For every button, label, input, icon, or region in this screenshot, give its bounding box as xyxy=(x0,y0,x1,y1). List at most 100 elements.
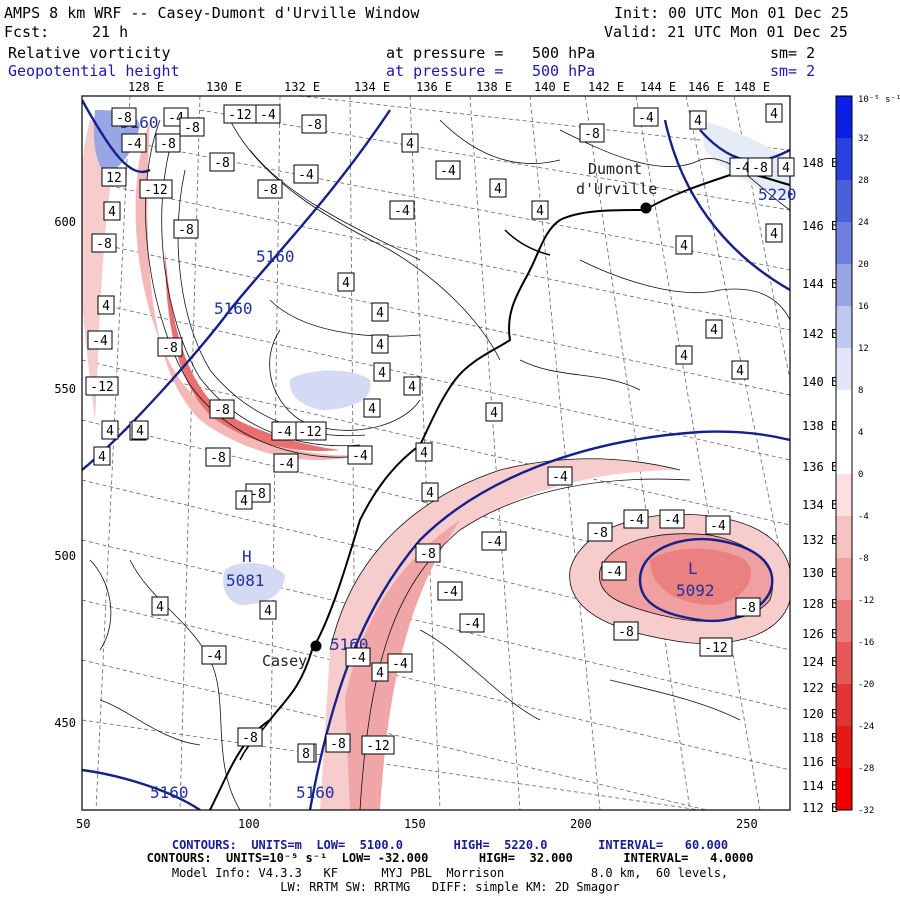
top-lon-label: 128 E xyxy=(128,80,164,94)
svg-text:-8: -8 xyxy=(330,737,346,752)
svg-text:-4: -4 xyxy=(206,649,222,664)
svg-text:-4: -4 xyxy=(552,470,568,485)
svg-text:-4: -4 xyxy=(352,449,368,464)
vorticity-contour-label: 4 xyxy=(363,398,381,418)
svg-text:4: 4 xyxy=(770,227,778,242)
vorticity-contour-label: 4 xyxy=(777,157,795,177)
vorticity-contour-label: 4 xyxy=(235,490,253,510)
dumont-durville-label-line2: d'Urville xyxy=(576,180,657,198)
right-lon-label: 126 E xyxy=(802,627,838,641)
colorbar-tick-label: -32 xyxy=(858,806,874,816)
vorticity-contour-label: -12 xyxy=(293,421,327,441)
svg-text:4: 4 xyxy=(694,114,702,129)
svg-text:4: 4 xyxy=(240,494,248,509)
right-lon-label: 134 E xyxy=(802,498,838,512)
y-tick: 550 xyxy=(54,382,76,396)
vorticity-contour-label: 4 xyxy=(373,362,391,382)
x-tick: 250 xyxy=(736,817,758,831)
right-lon-label: 144 E xyxy=(802,277,838,291)
colorbar-labels: 32 28 24 20 16 12 8 4 0 -4 -8 -12 -16 -20 -24 -28 -32 xyxy=(858,134,874,816)
forecast-hour: 21 h xyxy=(92,23,129,41)
right-longitude-axis: 148 E 146 E 144 E 142 E 140 E 138 E 136 … xyxy=(802,156,838,815)
right-lon-label: 128 E xyxy=(802,597,838,611)
colorbar-swatch xyxy=(836,432,852,475)
right-lon-label: 112 E xyxy=(802,801,838,815)
colorbar-swatch xyxy=(836,558,852,601)
field-2-pressure: 500 hPa xyxy=(532,62,596,80)
svg-text:-4: -4 xyxy=(734,161,750,176)
svg-text:4: 4 xyxy=(102,299,110,314)
vorticity-contour-label: -8 xyxy=(209,399,235,419)
vorticity-contour-label: -8 xyxy=(173,219,199,239)
vorticity-contour-label: 4 xyxy=(765,223,783,243)
svg-text:-4: -4 xyxy=(276,425,292,440)
vorticity-contour-label: 4 xyxy=(97,295,115,315)
svg-text:-8: -8 xyxy=(250,487,266,502)
vorticity-contour-label: -4 xyxy=(659,509,685,529)
svg-text:4: 4 xyxy=(736,364,744,379)
vorticity-contour-label: -8 xyxy=(155,133,181,153)
vorticity-contour-label: 4 xyxy=(337,272,355,292)
svg-text:4: 4 xyxy=(406,137,414,152)
svg-text:4: 4 xyxy=(710,323,718,338)
vorticity-contour-label: -4 xyxy=(345,647,371,667)
svg-text:4: 4 xyxy=(680,239,688,254)
svg-text:-4: -4 xyxy=(350,651,366,666)
svg-text:-8: -8 xyxy=(242,731,258,746)
height-label: 5160 xyxy=(150,783,189,802)
vorticity-contour-label: 4 xyxy=(421,482,439,502)
svg-text:-4: -4 xyxy=(638,111,654,126)
right-lon-label: 146 E xyxy=(802,219,838,233)
svg-text:-8: -8 xyxy=(420,547,436,562)
colorbar-tick-label: 32 xyxy=(858,134,869,144)
vorticity-contour-label: 12 xyxy=(101,167,127,187)
top-lon-label: 148 E xyxy=(734,80,770,94)
vorticity-contour-label: 4 xyxy=(259,600,277,620)
colorbar xyxy=(836,96,852,811)
right-lon-label: 138 E xyxy=(802,419,838,433)
vorticity-contour-label: 4 xyxy=(689,110,707,130)
svg-text:4: 4 xyxy=(536,204,544,219)
vorticity-contour-label: 4 xyxy=(731,360,749,380)
vorticity-contour-label: 4 xyxy=(415,442,433,462)
vorticity-contour-label: -8 xyxy=(613,621,639,641)
x-tick: 100 xyxy=(238,817,260,831)
vorticity-contour-label: -4 xyxy=(459,613,485,633)
colorbar-swatch xyxy=(836,642,852,685)
footer-model-info: Model Info: V4.3.3 KF MYJ PBL Morrison 8… xyxy=(171,866,729,880)
colorbar-tick-label: 24 xyxy=(858,218,869,228)
right-lon-label: 140 E xyxy=(802,375,838,389)
x-tick: 150 xyxy=(404,817,426,831)
svg-text:4: 4 xyxy=(264,604,272,619)
svg-text:4: 4 xyxy=(490,406,498,421)
vorticity-contour-label: -8 xyxy=(301,114,327,134)
vorticity-contour-label: 4 xyxy=(151,596,169,616)
vorticity-contour-label: -8 xyxy=(111,107,137,127)
footer-vorticity-contours: CONTOURS: UNITS=10⁻⁵ s⁻¹ LOW= -32.000 HI… xyxy=(146,851,754,865)
vorticity-contour-label: 4 xyxy=(531,200,549,220)
pressure-centers: H 5081 L 5092 xyxy=(226,547,715,600)
right-lon-label: 114 E xyxy=(802,779,838,793)
colorbar-tick-label: 16 xyxy=(858,302,869,312)
vorticity-contour-label: -4 xyxy=(121,133,147,153)
vorticity-contour-label: 4 xyxy=(131,420,149,440)
right-lon-label: 122 E xyxy=(802,681,838,695)
vorticity-contour-label: -4 xyxy=(387,653,413,673)
vorticity-contour-label: -8 xyxy=(157,337,183,357)
forecast-label: Fcst: xyxy=(4,23,50,41)
svg-text:-12: -12 xyxy=(704,641,727,656)
map-title: AMPS 8 km WRF -- Casey-Dumont d'Urville … xyxy=(4,4,420,22)
low-center-symbol: L xyxy=(688,559,698,578)
vorticity-contour-label: -4 xyxy=(273,453,299,473)
colorbar-tick-label: -20 xyxy=(858,680,874,690)
colorbar-swatch xyxy=(836,600,852,643)
svg-text:-8: -8 xyxy=(178,223,194,238)
colorbar-unit: 10⁻⁵ s⁻¹ xyxy=(858,95,900,105)
svg-text:-8: -8 xyxy=(752,161,768,176)
vorticity-contour-label: -4 xyxy=(623,509,649,529)
svg-text:-8: -8 xyxy=(184,121,200,136)
svg-text:-8: -8 xyxy=(214,403,230,418)
vorticity-contour-label: -4 xyxy=(293,164,319,184)
colorbar-tick-label: -16 xyxy=(858,638,874,648)
vorticity-contour-label: 8 xyxy=(297,743,315,763)
